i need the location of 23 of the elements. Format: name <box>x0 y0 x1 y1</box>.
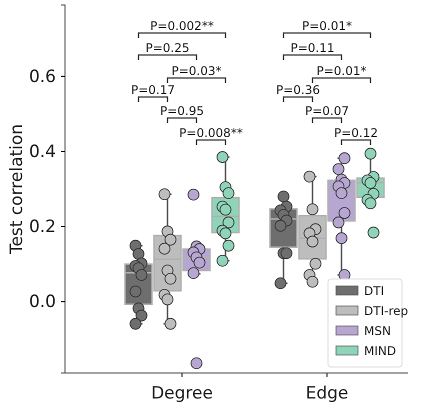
legend-label: MIND <box>364 344 396 358</box>
annotation: P=0.25 <box>145 41 190 55</box>
legend-label: MSN <box>364 324 391 338</box>
y-axis-title: Test correlation <box>7 124 27 256</box>
y-tick-label: 0.4 <box>28 142 56 162</box>
legend-label: DTI-rep <box>364 304 408 318</box>
x-tick-label: Edge <box>306 384 348 404</box>
y-tick-label: 0.0 <box>28 292 56 312</box>
annotation: P=0.12 <box>334 126 378 140</box>
y-tick-label: 0.2 <box>28 216 56 237</box>
annotation: P=0.17 <box>130 83 176 97</box>
annotation: P=0.002** <box>150 19 214 33</box>
annotation: P=0.36 <box>276 83 320 97</box>
annotation: P=0.01* <box>316 64 367 78</box>
x-tick-label: Degree <box>151 384 213 404</box>
legend-label: DTI <box>364 284 384 298</box>
annotation: P=0.01* <box>302 19 352 33</box>
annotation: P=0.95 <box>160 104 204 118</box>
annotation: P=0.07 <box>304 104 350 118</box>
annotation: P=0.11 <box>290 41 335 55</box>
y-tick-label: 0.6 <box>28 66 56 87</box>
annotation: P=0.008** <box>179 126 243 140</box>
annotation: P=0.03* <box>171 64 222 78</box>
